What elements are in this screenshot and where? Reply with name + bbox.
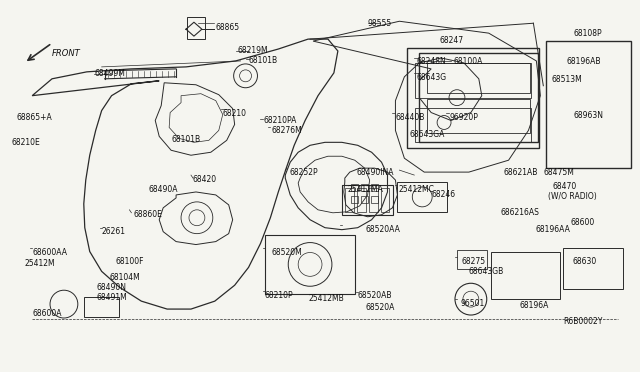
- Text: 68643G: 68643G: [416, 73, 447, 82]
- Bar: [397, 182, 447, 212]
- Text: 68520M: 68520M: [271, 247, 302, 257]
- Bar: [342, 185, 394, 215]
- Text: 68513M: 68513M: [551, 75, 582, 84]
- Text: 68196A: 68196A: [520, 301, 549, 310]
- Text: 68470: 68470: [552, 182, 577, 191]
- Text: 68100F: 68100F: [116, 257, 144, 266]
- Text: 68475M: 68475M: [543, 168, 574, 177]
- Bar: [419, 53, 538, 142]
- Text: 68520AB: 68520AB: [358, 291, 392, 300]
- Text: 25412M: 25412M: [24, 259, 55, 269]
- Text: (W/O RADIO): (W/O RADIO): [548, 192, 597, 201]
- Text: 68219M: 68219M: [237, 46, 268, 55]
- Text: 68196AA: 68196AA: [536, 225, 570, 234]
- Text: 68210PA: 68210PA: [264, 116, 297, 125]
- Text: 68420: 68420: [193, 175, 217, 184]
- Bar: [407, 48, 540, 148]
- Text: 98555: 98555: [367, 19, 392, 28]
- Text: 68600: 68600: [570, 218, 595, 227]
- Text: 68491M: 68491M: [97, 293, 127, 302]
- Bar: [369, 188, 378, 212]
- Bar: [187, 17, 205, 39]
- Text: 26261: 26261: [102, 227, 125, 236]
- Text: 68440B: 68440B: [396, 113, 425, 122]
- Text: 68252P: 68252P: [289, 168, 318, 177]
- Text: 68246: 68246: [431, 190, 455, 199]
- Bar: [491, 251, 560, 299]
- Bar: [266, 235, 355, 294]
- Bar: [356, 188, 365, 212]
- Bar: [371, 184, 378, 191]
- Bar: [361, 184, 367, 191]
- Text: 68630: 68630: [572, 257, 596, 266]
- Text: 68865: 68865: [216, 23, 240, 32]
- Text: 96920P: 96920P: [449, 113, 478, 122]
- Text: 68621AB: 68621AB: [504, 168, 538, 177]
- Text: FRONT: FRONT: [52, 48, 81, 58]
- Text: 68101B: 68101B: [171, 135, 200, 144]
- Text: 68247: 68247: [439, 36, 463, 45]
- Text: 68520AA: 68520AA: [365, 225, 401, 234]
- Text: 68104M: 68104M: [109, 273, 140, 282]
- Bar: [415, 63, 531, 98]
- Bar: [345, 188, 354, 212]
- Text: 686216AS: 686216AS: [500, 208, 540, 217]
- Text: 68860E: 68860E: [133, 210, 163, 219]
- Bar: [563, 247, 623, 289]
- Text: 68210E: 68210E: [12, 138, 40, 147]
- Bar: [427, 99, 531, 134]
- Text: 68600A: 68600A: [32, 309, 61, 318]
- Bar: [415, 108, 531, 142]
- Text: 68490A: 68490A: [148, 185, 178, 194]
- Text: R6B0002Y: R6B0002Y: [563, 317, 602, 326]
- Text: 68499M: 68499M: [95, 69, 125, 78]
- Text: 68643GB: 68643GB: [469, 267, 504, 276]
- Text: 68196AB: 68196AB: [566, 57, 601, 66]
- Text: 68520A: 68520A: [365, 303, 395, 312]
- Bar: [427, 63, 531, 93]
- Bar: [547, 41, 630, 168]
- Text: 68276M: 68276M: [271, 126, 302, 135]
- Bar: [361, 196, 367, 203]
- Text: 68490N: 68490N: [97, 283, 127, 292]
- Text: 68643GA: 68643GA: [410, 131, 445, 140]
- Text: 68210: 68210: [223, 109, 247, 118]
- Text: 68600AA: 68600AA: [32, 247, 67, 257]
- Text: 68490INA: 68490INA: [356, 168, 394, 177]
- Bar: [84, 297, 118, 317]
- Text: 25412MA: 25412MA: [348, 185, 383, 194]
- Bar: [457, 250, 487, 269]
- Text: 68963N: 68963N: [573, 110, 603, 119]
- Text: 68210P: 68210P: [264, 291, 293, 300]
- Bar: [381, 188, 390, 212]
- Text: 68275: 68275: [462, 257, 486, 266]
- Text: 68865+A: 68865+A: [16, 113, 52, 122]
- Text: 68101B: 68101B: [248, 56, 278, 65]
- Text: 25412MB: 25412MB: [308, 294, 344, 303]
- Bar: [371, 196, 378, 203]
- Text: 68248N: 68248N: [416, 57, 446, 66]
- Text: 96501: 96501: [461, 299, 485, 308]
- Text: 68100A: 68100A: [454, 57, 483, 66]
- Text: 68108P: 68108P: [573, 29, 602, 38]
- Text: 25412MC: 25412MC: [399, 185, 435, 194]
- Bar: [351, 196, 358, 203]
- Bar: [351, 184, 358, 191]
